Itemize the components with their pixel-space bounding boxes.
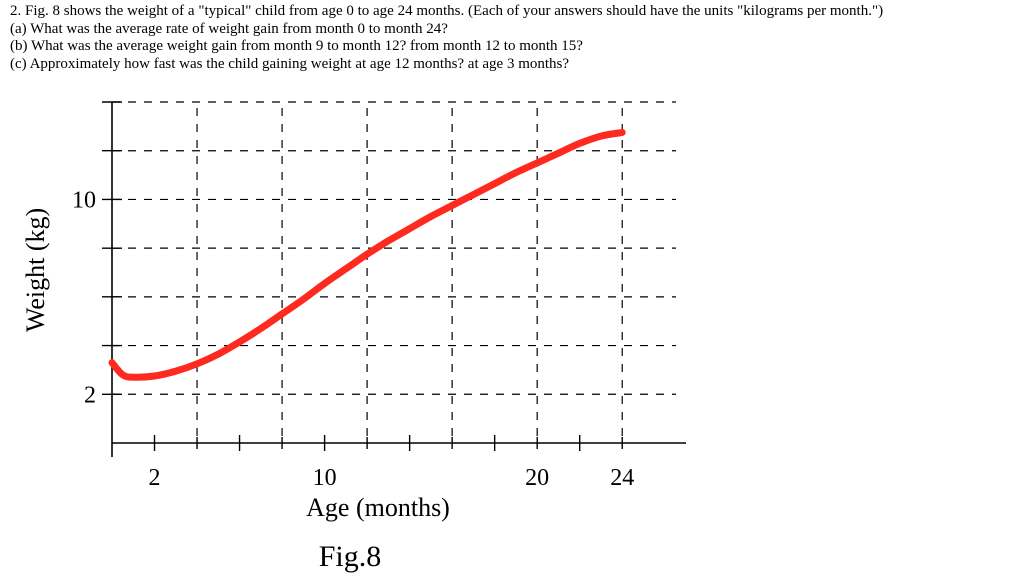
x-tick-label: 24 bbox=[610, 465, 634, 491]
problem-header: 2. Fig. 8 shows the weight of a "typical… bbox=[10, 3, 884, 19]
y-axis-title: Weight (kg) bbox=[21, 208, 50, 332]
question-a: (a) What was the average rate of weight … bbox=[10, 20, 448, 37]
question-b: (b) What was the average weight gain fro… bbox=[10, 38, 583, 54]
x-tick-label: 2 bbox=[149, 465, 161, 491]
tick-labels: 2 10 20 24 2 10 bbox=[72, 187, 634, 491]
series bbox=[108, 128, 626, 381]
question-c: (c) Approximately how fast was the child… bbox=[10, 55, 570, 72]
figure-caption: Fig.8 bbox=[319, 540, 382, 573]
x-tick-label: 20 bbox=[525, 465, 549, 491]
y-tick-label: 10 bbox=[72, 187, 96, 213]
problem-text: 2. Fig. 8 shows the weight of a "typical… bbox=[10, 3, 1015, 73]
grid bbox=[112, 101, 676, 443]
axes bbox=[102, 101, 686, 457]
x-axis-title: Age (months) bbox=[306, 493, 450, 522]
weight-curve bbox=[108, 128, 626, 381]
y-tick-label: 2 bbox=[84, 382, 96, 408]
x-tick-label: 10 bbox=[313, 465, 337, 491]
